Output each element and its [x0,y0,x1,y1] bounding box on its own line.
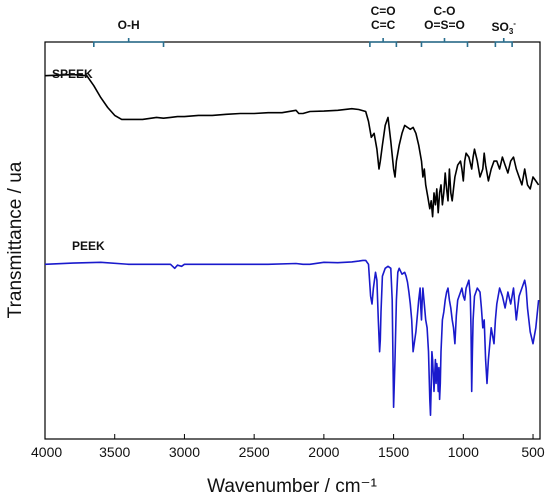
x-tick-label: 2000 [308,444,339,460]
annotation-label-carbonyl: C=C [371,18,396,32]
bracket-sulfone [420,38,469,47]
series-line-peek [44,259,540,416]
x-tick-label: 1500 [378,444,409,460]
bracket-carbonyl [369,38,398,47]
series-label-speek: SPEEK [52,67,93,81]
annotation-label-sulfonate: SO3- [492,19,517,36]
annotation-label-sulfone: C-O [433,4,455,18]
x-tick-label: 500 [521,444,545,460]
series-line-speek [44,73,540,218]
x-tick-label: 3000 [169,444,200,460]
series-layer [44,73,540,416]
x-tick-label: 2500 [239,444,270,460]
band-annotations: O-H C=OC=C C-OO=S=O SO3- [93,4,517,47]
x-tick-label: 1000 [448,444,479,460]
bracket-oh [93,38,165,47]
series-label-peek: PEEK [72,239,105,253]
annotation-label-carbonyl: C=O [371,4,396,18]
bracket-sulfonate [494,38,513,47]
plot-frame [44,41,541,440]
x-tick-label: 4000 [31,444,62,460]
x-tick-label: 3500 [99,444,130,460]
x-axis-label: Wavenumber / cm⁻¹ [207,476,377,497]
x-axis-ticks: 4000 3500 3000 2500 2000 1500 1000 500 [31,434,545,460]
y-axis-label: Transmittance / ua [5,161,26,318]
annotation-label-sulfone: O=S=O [424,18,465,32]
annotation-label-oh: O-H [118,18,140,32]
